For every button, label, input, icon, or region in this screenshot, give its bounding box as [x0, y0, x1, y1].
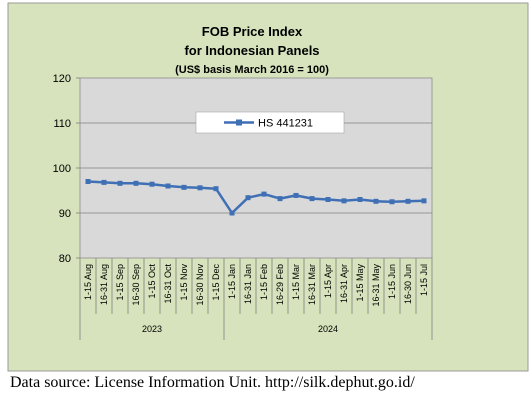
x-tick-label: 1-15 Apr	[323, 264, 333, 298]
x-tick-label: 16-31 Oct	[163, 264, 173, 304]
series-lines	[85, 179, 427, 216]
data-point	[149, 181, 155, 187]
legend: HS 441231	[195, 111, 345, 134]
x-tick-label: 16-30 Nov	[195, 264, 205, 306]
data-source-note: Data source: License Information Unit. h…	[10, 374, 415, 391]
x-tick-label: 1-15 Jan	[227, 264, 237, 299]
data-point	[213, 186, 219, 192]
chart-title-line-2: for Indonesian Panels	[184, 43, 319, 58]
x-tick-label: 16-31 May	[371, 264, 381, 307]
x-tick-label: 1-15 Oct	[147, 264, 157, 299]
data-point	[309, 196, 315, 202]
data-point	[373, 198, 379, 204]
x-tick-label: 16-29 Feb	[275, 264, 285, 305]
chart-title-line-3: (US$ basis March 2016 = 100)	[175, 64, 329, 76]
x-tick-label: 16-30 Jun	[403, 264, 413, 304]
data-point	[261, 191, 267, 197]
data-point	[181, 184, 187, 190]
chart-title-line-1: FOB Price Index	[202, 24, 303, 39]
data-point	[165, 183, 171, 189]
x-tick-label: 1-15 Aug	[83, 264, 93, 300]
data-point	[293, 192, 299, 198]
x-tick-label: 16-31 Apr	[339, 264, 349, 303]
x-tick-label: 1-15 Nov	[179, 264, 189, 301]
legend-marker	[236, 119, 242, 126]
x-tick-label: 1-15 Sep	[115, 264, 125, 301]
x-group-label: 2023	[142, 324, 162, 334]
x-tick-label: 16-31 Jan	[243, 264, 253, 304]
legend-label: HS 441231	[258, 118, 313, 130]
x-tick-label: 1-15 Feb	[259, 264, 269, 300]
y-tick-label: 90	[59, 208, 71, 220]
y-tick-label: 110	[53, 118, 71, 130]
series-line	[87, 180, 425, 215]
y-axis-ticks: 80 90 100 110 120	[53, 73, 80, 265]
x-tick-label: 1-15 Dec	[211, 264, 221, 301]
data-point	[357, 197, 363, 202]
y-tick-label: 120	[53, 73, 71, 85]
x-tick-label: 1-15 Jul	[419, 264, 429, 296]
data-point	[405, 198, 411, 204]
x-group-label: 2024	[318, 324, 338, 334]
x-tick-label: 16-31 Mar	[307, 264, 317, 305]
data-point	[133, 180, 139, 186]
data-point	[325, 197, 331, 202]
data-point	[245, 195, 251, 201]
x-axis: 1-15 Aug 16-31 Aug 1-15 Sep 16-30 Sep 1-15 O…	[79, 258, 433, 340]
data-point	[229, 210, 235, 216]
y-tick-label: 80	[59, 253, 71, 265]
x-tick-label: 16-31 Aug	[99, 264, 109, 305]
x-tick-label: 1-15 Mar	[291, 264, 301, 300]
data-point	[85, 179, 91, 184]
data-point	[277, 196, 283, 202]
x-tick-label: 1-15 May	[355, 264, 365, 302]
x-tick-label: 1-15 Jun	[387, 264, 397, 299]
legend-box	[195, 111, 345, 134]
data-point	[117, 180, 123, 186]
data-point	[341, 198, 347, 204]
data-point	[197, 185, 203, 191]
data-point	[421, 198, 427, 204]
y-tick-label: 100	[53, 163, 71, 175]
data-point	[389, 199, 395, 205]
x-tick-label: 16-30 Sep	[131, 264, 141, 306]
data-point	[101, 179, 107, 185]
